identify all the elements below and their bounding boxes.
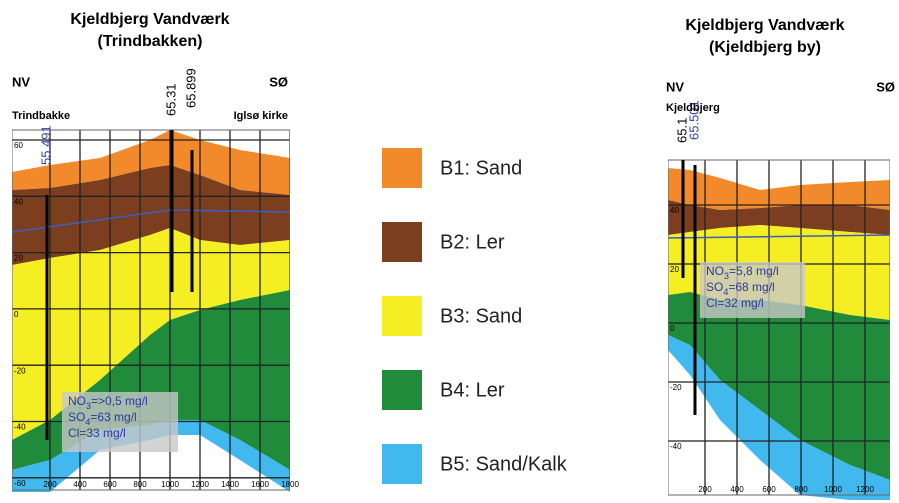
x-tick-label: 400 xyxy=(730,485,744,494)
chem-line: Cl=32 mg/l xyxy=(706,296,764,310)
well-label: 65.899 xyxy=(183,68,198,108)
well-label: 65.31 xyxy=(163,83,178,116)
x-tick-label: 400 xyxy=(73,480,87,489)
chem-text: Cl=33 mg/l xyxy=(68,426,126,440)
panel-subtitle: (Kjeldbjerg by) xyxy=(709,39,821,56)
cross-section xyxy=(668,160,890,500)
direction: NV xyxy=(666,79,684,94)
x-tick-label: 600 xyxy=(762,485,776,494)
y-tick-label: 0 xyxy=(670,324,675,333)
x-tick-label: 1800 xyxy=(281,480,299,489)
x-tick-label: 1000 xyxy=(161,480,179,489)
y-tick-label: -40 xyxy=(14,423,26,432)
y-tick-label: 20 xyxy=(14,254,23,263)
x-tick-label: 1600 xyxy=(251,480,269,489)
chem-text: =>0,5 mg/l xyxy=(91,394,148,408)
chem-line: Cl=33 mg/l xyxy=(68,426,126,440)
chem-text: NO xyxy=(706,264,724,278)
panel-title: Kjeldbjerg Vandværk xyxy=(685,17,844,34)
legend-label: B2: Ler xyxy=(440,231,505,253)
panel-subtitle: (Trindbakken) xyxy=(98,33,203,50)
y-tick-label: -20 xyxy=(670,383,682,392)
y-tick-label: 40 xyxy=(14,197,23,206)
place: Kjeldbjerg xyxy=(666,102,720,114)
x-tick-label: 1200 xyxy=(856,485,874,494)
chem-text: NO xyxy=(68,394,86,408)
chem-text: Cl=32 mg/l xyxy=(706,296,764,310)
page: 6040200-20-40-60200400600800100012001400… xyxy=(0,0,899,503)
y-tick-label: 40 xyxy=(670,206,679,215)
x-tick-label: 800 xyxy=(794,485,808,494)
legend-swatch xyxy=(382,370,422,410)
y-tick-label: -60 xyxy=(14,479,26,488)
legend-swatch xyxy=(382,296,422,336)
direction: SØ xyxy=(269,74,288,89)
legend-label: B1: Sand xyxy=(440,157,522,179)
chem-text: =5,8 mg/l xyxy=(729,264,779,278)
x-tick-label: 600 xyxy=(103,480,117,489)
x-tick-label: 200 xyxy=(43,480,57,489)
y-tick-label: 60 xyxy=(14,141,23,150)
chem-text: SO xyxy=(706,280,723,294)
legend-label: B4: Ler xyxy=(440,379,505,401)
well-label: 55.491 xyxy=(38,125,53,165)
x-tick-label: 1400 xyxy=(221,480,239,489)
x-tick-label: 800 xyxy=(133,480,147,489)
chem-text: =63 mg/l xyxy=(90,410,136,424)
x-tick-label: 1000 xyxy=(824,485,842,494)
y-tick-label: -20 xyxy=(14,366,26,375)
place: Trindbakke xyxy=(12,110,70,122)
place: Iglsø kirke xyxy=(234,110,288,122)
y-tick-label: 20 xyxy=(670,265,679,274)
chem-text: =68 mg/l xyxy=(728,280,774,294)
legend-swatch xyxy=(382,148,422,188)
direction: NV xyxy=(12,74,30,89)
legend-label: B3: Sand xyxy=(440,305,522,327)
legend-swatch xyxy=(382,444,422,484)
legend-swatch xyxy=(382,222,422,262)
direction: SØ xyxy=(876,79,895,94)
legend-label: B5: Sand/Kalk xyxy=(440,453,568,475)
panel-title: Kjeldbjerg Vandværk xyxy=(70,11,229,28)
x-tick-label: 200 xyxy=(698,485,712,494)
y-tick-label: 0 xyxy=(14,310,19,319)
x-tick-label: 1200 xyxy=(191,480,209,489)
layer xyxy=(668,168,890,210)
chem-text: SO xyxy=(68,410,85,424)
y-tick-label: -40 xyxy=(670,442,682,451)
